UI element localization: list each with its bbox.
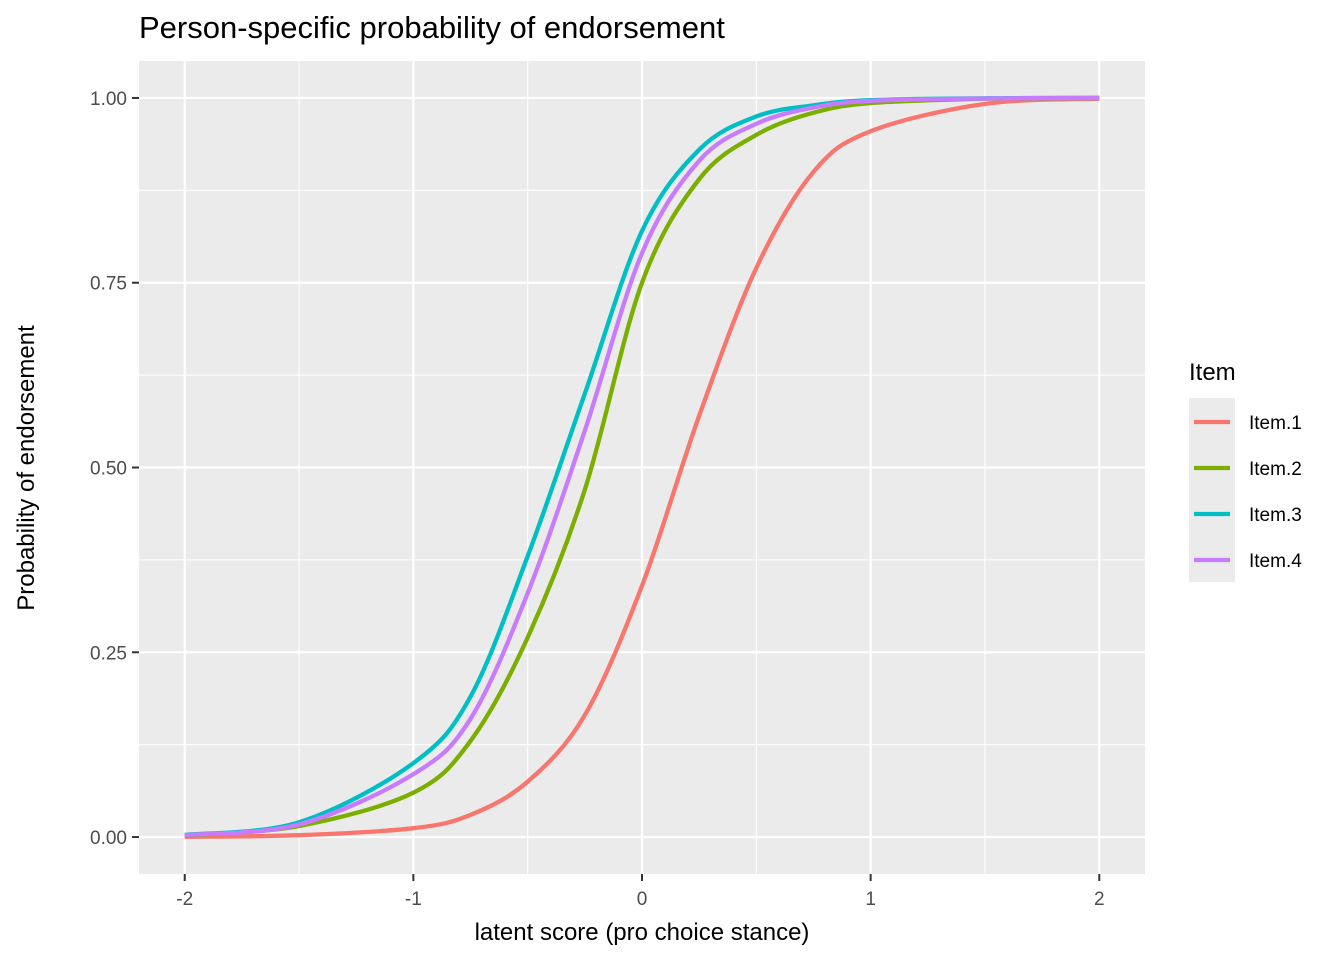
legend-title: Item	[1189, 359, 1236, 386]
y-tick-label: 0.50	[90, 459, 127, 480]
x-tick-label: 2	[1094, 889, 1105, 910]
y-tick-label: 0.75	[90, 274, 127, 295]
y-tick-label: 1.00	[90, 89, 127, 110]
axis-ticks: -2 -1 0 1 2 0.00 0.25 0.50 0.75 1.00	[90, 89, 1105, 910]
x-tick-label: -1	[405, 889, 422, 910]
x-tick-label: 0	[637, 889, 648, 910]
series-layer	[184, 95, 1100, 839]
grid-major	[139, 61, 1145, 874]
series-line-item-4	[184, 95, 1100, 838]
series-line-item-2	[184, 95, 1100, 838]
legend: Item Item.1 Item.2 Item.3 Item.4	[1189, 359, 1302, 582]
legend-key-background	[1189, 398, 1235, 582]
legend-label-item-2: Item.2	[1249, 459, 1302, 480]
y-tick-label: 0.25	[90, 643, 127, 664]
x-axis-label: latent score (pro choice stance)	[475, 919, 810, 946]
y-tick-label: 0.00	[90, 828, 127, 849]
chart-title: Person-specific probability of endorseme…	[139, 10, 725, 45]
series-line-item-1	[184, 96, 1100, 839]
legend-label-item-3: Item.3	[1249, 505, 1302, 526]
y-axis-label: Probability of endorsement	[13, 325, 40, 611]
legend-label-item-4: Item.4	[1249, 551, 1302, 572]
x-tick-label: -2	[176, 889, 193, 910]
legend-label-item-1: Item.1	[1249, 413, 1302, 434]
x-tick-label: 1	[865, 889, 876, 910]
